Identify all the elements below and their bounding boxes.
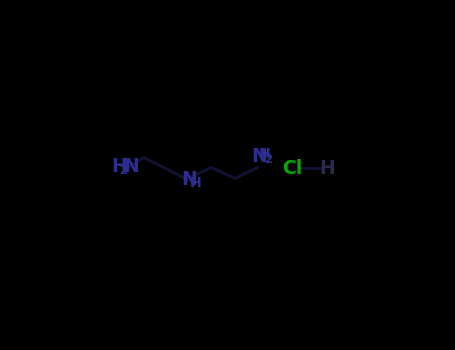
Text: H: H	[111, 157, 127, 176]
Text: 2: 2	[264, 153, 273, 166]
Text: N: N	[252, 147, 267, 166]
Text: N: N	[123, 157, 139, 176]
Text: H: H	[259, 147, 271, 161]
Text: Cl: Cl	[283, 159, 303, 178]
Text: H: H	[190, 176, 202, 190]
Text: 2: 2	[119, 164, 127, 177]
Text: N: N	[182, 170, 197, 189]
Text: H: H	[319, 159, 335, 178]
